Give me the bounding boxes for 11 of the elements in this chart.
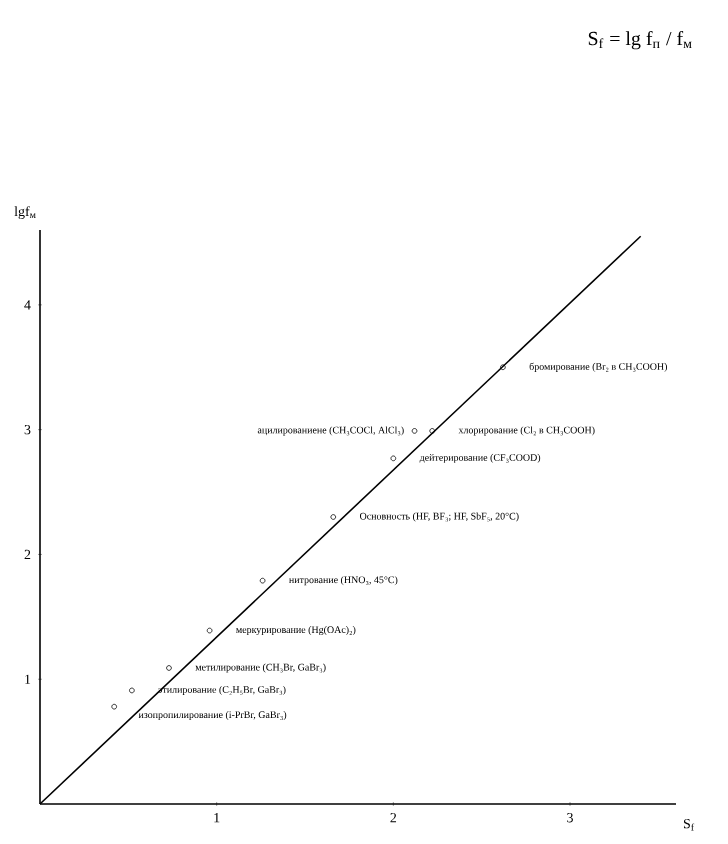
point bbox=[411, 428, 418, 434]
point bbox=[111, 703, 117, 710]
point bbox=[129, 687, 135, 694]
point bbox=[259, 577, 266, 584]
chart-title: S$_{f}$ = lg f$_{п}$ / f$_{м}$ bbox=[588, 31, 692, 50]
point bbox=[330, 514, 337, 520]
point bbox=[500, 364, 506, 371]
point bbox=[429, 428, 435, 434]
point bbox=[206, 627, 213, 634]
point bbox=[166, 665, 172, 671]
point bbox=[390, 455, 397, 462]
